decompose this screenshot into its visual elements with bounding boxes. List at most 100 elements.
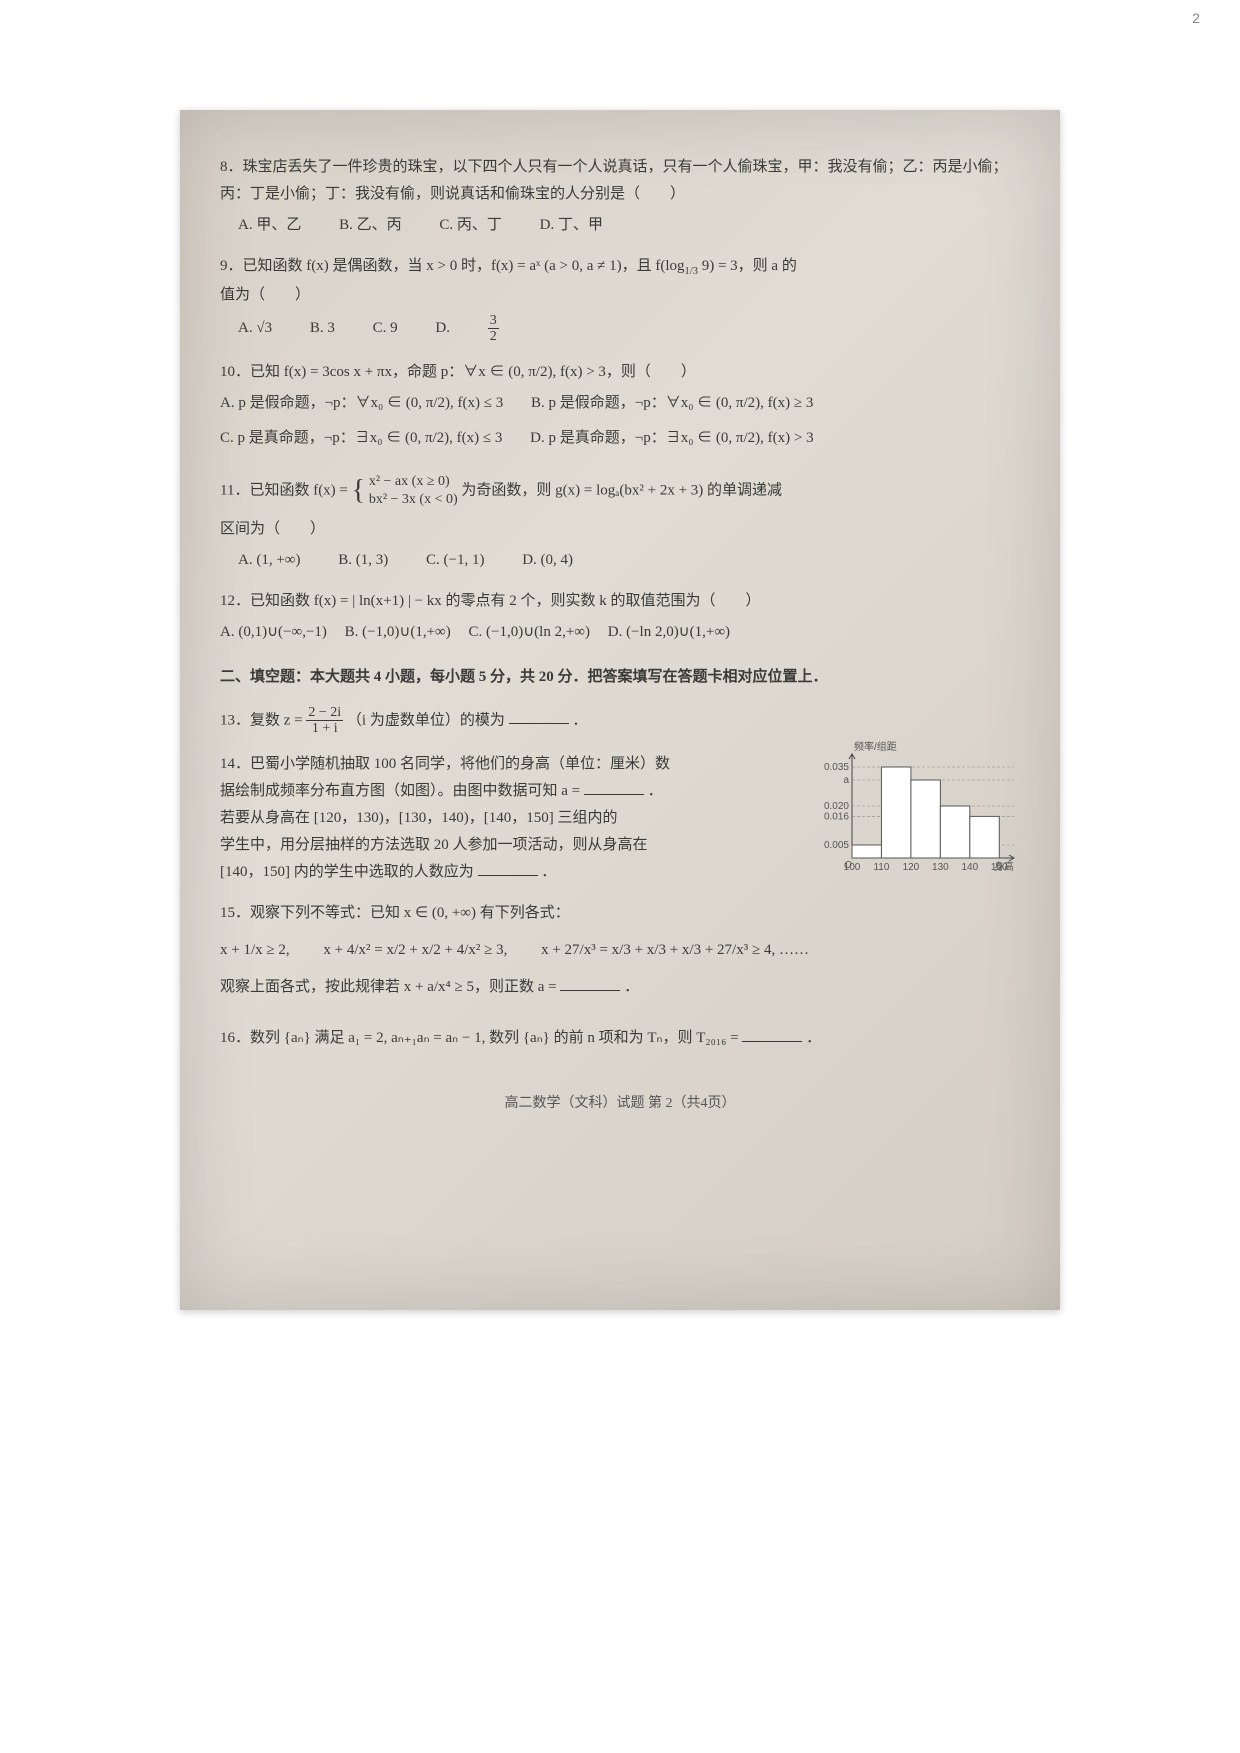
- q15-blank: [560, 976, 620, 991]
- q11-line2: 区间为（ ）: [220, 516, 1020, 543]
- q11-optA: A. (1, +∞): [238, 552, 300, 568]
- q12-options: A. (0,1)∪(−∞,−1) B. (−1,0)∪(1,+∞) C. (−1…: [220, 619, 1020, 646]
- q11-stem-b: 为奇函数，则 g(x) = logₐ(bx² + 2x + 3) 的单调递减: [461, 482, 782, 498]
- q9-optC: C. 9: [373, 320, 398, 336]
- q10-optA: A. p 是假命题，¬p：∀x₀ ∈ (0, π/2), f(x) ≤ 3: [220, 395, 503, 411]
- q9-optD-frac: 3 2: [488, 313, 533, 345]
- q9-optD: D. 3 2: [435, 320, 566, 336]
- q12-optD: D. (−ln 2,0)∪(1,+∞): [608, 624, 730, 640]
- q13-stem-c: ．: [572, 712, 587, 728]
- q13-den: 1 + i: [306, 721, 343, 736]
- q8-optC: C. 丙、丁: [439, 217, 502, 233]
- q14-blank-b: [478, 861, 538, 876]
- q16-stem-a: 16．数列 {aₙ} 满足 a₁ = 2, aₙ₊₁aₙ = aₙ − 1, 数…: [220, 1030, 742, 1046]
- svg-text:0.035: 0.035: [824, 762, 849, 773]
- q13-frac: 2 − 2i 1 + i: [306, 705, 343, 737]
- q9-stem-b: 9) = 3，则 a 的: [698, 258, 797, 274]
- q11-piece1: x² − ax (x ≥ 0): [369, 473, 458, 491]
- q12-optC: C. (−1,0)∪(ln 2,+∞): [468, 624, 590, 640]
- question-8: 8．珠宝店丢失了一件珍贵的珠宝，以下四个人只有一个人说真话，只有一个人偷珠宝，甲…: [220, 154, 1020, 239]
- svg-text:130: 130: [932, 862, 949, 873]
- q11-optB: B. (1, 3): [338, 552, 388, 568]
- q12-optA: A. (0,1)∪(−∞,−1): [220, 624, 327, 640]
- q8-optD: D. 丁、甲: [540, 217, 603, 233]
- q10-options: A. p 是假命题，¬p：∀x₀ ∈ (0, π/2), f(x) ≤ 3 B.…: [220, 390, 1020, 452]
- q14-line2-b: ．: [648, 783, 663, 799]
- page-container: 2 8．珠宝店丢失了一件珍贵的珠宝，以下四个人只有一个人说真话，只有一个人偷珠宝…: [0, 0, 1240, 1753]
- q9-optD-den: 2: [488, 329, 499, 344]
- q16-stem-b: ．: [806, 1030, 821, 1046]
- q14-blank-a: [584, 780, 644, 795]
- question-16: 16．数列 {aₙ} 满足 a₁ = 2, aₙ₊₁aₙ = aₙ − 1, 数…: [220, 1025, 1020, 1052]
- q10-optB: B. p 是假命题，¬p：∀x₀ ∈ (0, π/2), f(x) ≥ 3: [531, 395, 813, 411]
- q10-optC: C. p 是真命题，¬p：∃x₀ ∈ (0, π/2), f(x) ≤ 3: [220, 430, 502, 446]
- question-11: 11．已知函数 f(x) = { x² − ax (x ≥ 0) bx² − 3…: [220, 466, 1020, 574]
- q15-eq2: x + 4/x² = x/2 + x/2 + 4/x² ≥ 3,: [323, 942, 507, 958]
- q16-blank: [742, 1027, 802, 1042]
- q14-line1: 14．巴蜀小学随机抽取 100 名同学，将他们的身高（单位：厘米）数: [220, 751, 790, 778]
- q15-eqs: x + 1/x ≥ 2, x + 4/x² = x/2 + x/2 + 4/x²…: [220, 937, 1020, 964]
- q8-optA: A. 甲、乙: [238, 217, 301, 233]
- q15-line2-b: ．: [624, 979, 639, 995]
- q11-optD: D. (0, 4): [522, 552, 573, 568]
- q11-stem: 11．已知函数 f(x) = { x² − ax (x ≥ 0) bx² − 3…: [220, 466, 1020, 516]
- q9-optB: B. 3: [310, 320, 335, 336]
- q9-optD-num: 3: [488, 313, 499, 329]
- q11-piece2: bx² − 3x (x < 0): [369, 491, 458, 509]
- q12-optB: B. (−1,0)∪(1,+∞): [345, 624, 451, 640]
- question-13: 13．复数 z = 2 − 2i 1 + i （i 为虚数单位）的模为 ．: [220, 705, 1020, 737]
- q9-optA: A. √3: [238, 320, 272, 336]
- section-2-title: 二、填空题：本大题共 4 小题，每小题 5 分，共 20 分．把答案填写在答题卡…: [220, 664, 1020, 691]
- q9-options: A. √3 B. 3 C. 9 D. 3 2: [238, 313, 1020, 345]
- q13-blank: [509, 709, 569, 724]
- page-number: 2: [1192, 10, 1200, 26]
- q13-stem-b: （i 为虚数单位）的模为: [347, 712, 505, 728]
- q11-optC: C. (−1, 1): [426, 552, 484, 568]
- q14-line3: 若要从身高在 [120，130)，[130，140)，[140，150] 三组内…: [220, 805, 790, 832]
- q9-line2: 值为（ ）: [220, 282, 1020, 309]
- question-9: 9．已知函数 f(x) 是偶函数，当 x > 0 时，f(x) = aˣ (a …: [220, 253, 1020, 345]
- q14-line4: 学生中，用分层抽样的方法选取 20 人参加一项活动，则从身高在: [220, 832, 790, 859]
- q10-stem: 10．已知 f(x) = 3cos x + πx，命题 p：∀x ∈ (0, π…: [220, 359, 1020, 386]
- svg-text:O: O: [844, 860, 852, 871]
- exam-paper: 8．珠宝店丢失了一件珍贵的珠宝，以下四个人只有一个人说真话，只有一个人偷珠宝，甲…: [180, 110, 1060, 1310]
- page-footer: 高二数学（文科）试题 第 2（共4页）: [220, 1092, 1020, 1112]
- q14-line5-a: [140，150] 内的学生中选取的人数应为: [220, 864, 474, 880]
- q12-stem: 12．已知函数 f(x) = | ln(x+1) | − kx 的零点有 2 个…: [220, 588, 1020, 615]
- svg-text:0.005: 0.005: [824, 840, 849, 851]
- q11-piecewise: { x² − ax (x ≥ 0) bx² − 3x (x < 0): [352, 466, 458, 516]
- q11-options: A. (1, +∞) B. (1, 3) C. (−1, 1) D. (0, 4…: [238, 547, 1020, 574]
- q14-line5: [140，150] 内的学生中选取的人数应为 ．: [220, 859, 790, 886]
- q15-line2: 观察上面各式，按此规律若 x + a/x⁴ ≥ 5，则正数 a = ．: [220, 974, 1020, 1001]
- q8-stem: 8．珠宝店丢失了一件珍贵的珠宝，以下四个人只有一个人说真话，只有一个人偷珠宝，甲…: [220, 154, 1020, 208]
- histogram-svg: 频率/组距0.0050.0160.020a0.03510011012013014…: [810, 740, 1020, 880]
- q14-line2-a: 据绘制成频率分布直方图（如图）。由图中数据可知 a =: [220, 783, 584, 799]
- q9-stem: 9．已知函数 f(x) 是偶函数，当 x > 0 时，f(x) = aˣ (a …: [220, 253, 1020, 282]
- svg-text:0.020: 0.020: [824, 801, 849, 812]
- q11-stem-a: 11．已知函数 f(x) =: [220, 482, 352, 498]
- q10-optD: D. p 是真命题，¬p：∃x₀ ∈ (0, π/2), f(x) > 3: [530, 430, 813, 446]
- svg-text:110: 110: [873, 862, 889, 873]
- q14-line2: 据绘制成频率分布直方图（如图）。由图中数据可知 a = ．: [220, 778, 790, 805]
- q9-log-base: 1/3: [685, 266, 698, 277]
- q15-stem: 15．观察下列不等式：已知 x ∈ (0, +∞) 有下列各式：: [220, 900, 1020, 927]
- q8-optB: B. 乙、丙: [339, 217, 402, 233]
- question-10: 10．已知 f(x) = 3cos x + πx，命题 p：∀x ∈ (0, π…: [220, 359, 1020, 452]
- q15-eq1: x + 1/x ≥ 2,: [220, 942, 290, 958]
- q14-histogram: 频率/组距0.0050.0160.020a0.03510011012013014…: [810, 740, 1020, 880]
- svg-text:120: 120: [903, 862, 920, 873]
- brace-icon: {: [352, 475, 365, 506]
- svg-text:0.016: 0.016: [824, 811, 849, 822]
- q13-stem-a: 13．复数 z =: [220, 712, 306, 728]
- q9-stem-a: 9．已知函数 f(x) 是偶函数，当 x > 0 时，f(x) = aˣ (a …: [220, 258, 685, 274]
- svg-text:140: 140: [961, 862, 978, 873]
- svg-text:频率/组距: 频率/组距: [854, 740, 897, 753]
- q9-optD-label: D.: [435, 320, 453, 336]
- question-15: 15．观察下列不等式：已知 x ∈ (0, +∞) 有下列各式： x + 1/x…: [220, 900, 1020, 1001]
- svg-text:a: a: [843, 775, 849, 786]
- svg-text:身高: 身高: [994, 860, 1014, 873]
- q14-line5-b: ．: [541, 864, 556, 880]
- q15-eq3: x + 27/x³ = x/3 + x/3 + x/3 + 27/x³ ≥ 4,…: [541, 942, 809, 958]
- q8-options: A. 甲、乙 B. 乙、丙 C. 丙、丁 D. 丁、甲: [238, 212, 1020, 239]
- q13-num: 2 − 2i: [306, 705, 343, 721]
